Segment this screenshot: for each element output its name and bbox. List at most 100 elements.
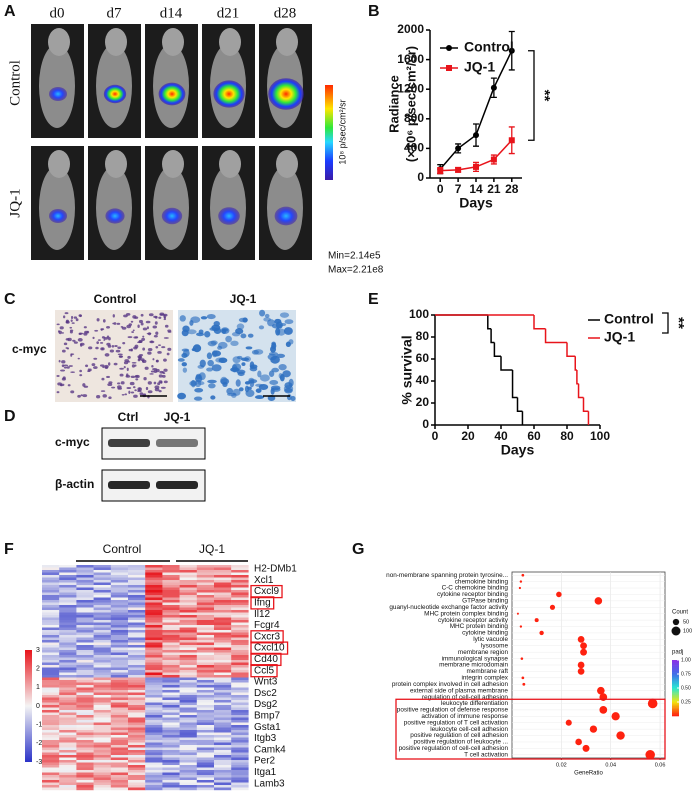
- cell: [259, 374, 270, 382]
- day-label: d14: [160, 5, 183, 21]
- heatmap-cell: [179, 617, 197, 621]
- survival-step: [533, 315, 546, 330]
- heatmap-cell: [42, 660, 60, 663]
- heatmap-cell: [76, 762, 94, 766]
- heatmap-cell: [93, 777, 111, 781]
- heatmap-cell: [214, 642, 232, 646]
- heatmap-cell: [76, 587, 94, 591]
- heatmap-cell: [42, 687, 60, 691]
- heatmap-cell: [42, 692, 60, 696]
- heatmap-cell: [110, 577, 129, 581]
- heatmap-cell: [196, 670, 215, 673]
- heatmap-cell: [162, 590, 180, 593]
- heatmap-cell: [179, 652, 197, 656]
- heatmap-cell: [110, 720, 129, 723]
- heatmap-cell: [196, 612, 215, 616]
- heatmap-cell: [214, 630, 232, 633]
- heatmap-cell: [59, 710, 77, 713]
- heatmap-cell: [162, 657, 180, 661]
- legend-colorbar: [672, 660, 679, 717]
- heatmap-cell: [196, 635, 215, 638]
- heatmap-cell: [42, 715, 60, 718]
- gene-label: Ifng: [254, 598, 271, 609]
- y-tick-label: 100: [409, 307, 429, 321]
- heatmap-cell: [196, 750, 215, 753]
- gene-label: Lamb3: [254, 778, 285, 789]
- heatmap-cell: [231, 682, 249, 686]
- cell: [58, 330, 62, 335]
- heatmap-cell: [128, 700, 146, 703]
- dot: [577, 668, 585, 675]
- heatmap-cell: [196, 610, 215, 613]
- heatmap-cell: [196, 702, 215, 706]
- heatmap-cell: [214, 687, 232, 691]
- heatmap-cell: [231, 597, 249, 601]
- heatmap-cell: [145, 787, 163, 791]
- heatmap-cell: [42, 577, 60, 581]
- heatmap-cell: [110, 730, 129, 733]
- cell: [255, 388, 262, 393]
- cell: [121, 326, 127, 330]
- heatmap-cell: [93, 695, 111, 698]
- heatmap-cell: [76, 737, 94, 741]
- heatmap-cell: [145, 642, 163, 646]
- heatmap-cell: [179, 745, 197, 748]
- cell: [206, 352, 213, 360]
- cell: [122, 341, 126, 345]
- mouse-head: [276, 150, 298, 178]
- heatmap-cell: [93, 725, 111, 728]
- heatmap-cell: [59, 765, 77, 768]
- heatmap-cell: [145, 590, 163, 593]
- cell: [123, 314, 128, 318]
- heatmap-cell: [93, 602, 111, 606]
- legend-title: Count: [672, 610, 688, 616]
- heatmap-cell: [76, 565, 94, 568]
- heatmap-cell: [196, 655, 215, 658]
- heatmap-cell: [59, 677, 77, 681]
- heatmap-cell: [145, 670, 163, 673]
- heatmap-cell: [214, 597, 232, 601]
- cell: [155, 359, 159, 363]
- cell: [137, 324, 140, 329]
- heatmap-cell: [145, 710, 163, 713]
- heatmap-cell: [214, 760, 232, 763]
- cell: [142, 335, 145, 338]
- heatmap-cell: [214, 692, 232, 696]
- cell: [152, 368, 158, 371]
- colorbar-slice: [672, 709, 679, 711]
- heatmap-cell: [76, 707, 94, 711]
- y-tick-label: cytokine binding: [462, 630, 508, 637]
- heatmap-cell: [42, 617, 60, 621]
- heatmap-cell: [76, 710, 94, 713]
- heatmap-cell: [110, 600, 129, 603]
- heatmap-cell: [59, 725, 77, 728]
- cell: [128, 390, 131, 395]
- cell: [65, 338, 70, 341]
- cell: [109, 349, 115, 353]
- heatmap-cell: [162, 612, 180, 616]
- survival-step: [487, 315, 492, 330]
- heatmap-cell: [93, 672, 111, 676]
- cell: [190, 316, 201, 323]
- heatmap-cell: [231, 765, 249, 768]
- heatmap-cell: [196, 570, 215, 573]
- cell: [132, 315, 137, 319]
- survival-step: [544, 328, 567, 344]
- cell: [197, 364, 205, 369]
- cell: [92, 336, 95, 340]
- heatmap-cell: [110, 670, 129, 673]
- heatmap-cell: [59, 602, 77, 606]
- heatmap-cell: [196, 685, 215, 688]
- cell: [222, 382, 228, 388]
- heatmap-cell: [162, 715, 180, 718]
- cell: [121, 393, 125, 396]
- heatmap-cell: [162, 585, 180, 588]
- heatmap-cell: [179, 605, 197, 608]
- heatmap-cell: [214, 752, 232, 756]
- heatmap-cell: [179, 777, 197, 781]
- heatmap-cell: [214, 675, 232, 678]
- heatmap-cell: [214, 567, 232, 571]
- heatmap-cell: [128, 705, 146, 708]
- heatmap-cell: [214, 735, 232, 738]
- heatmap-cell: [128, 682, 146, 686]
